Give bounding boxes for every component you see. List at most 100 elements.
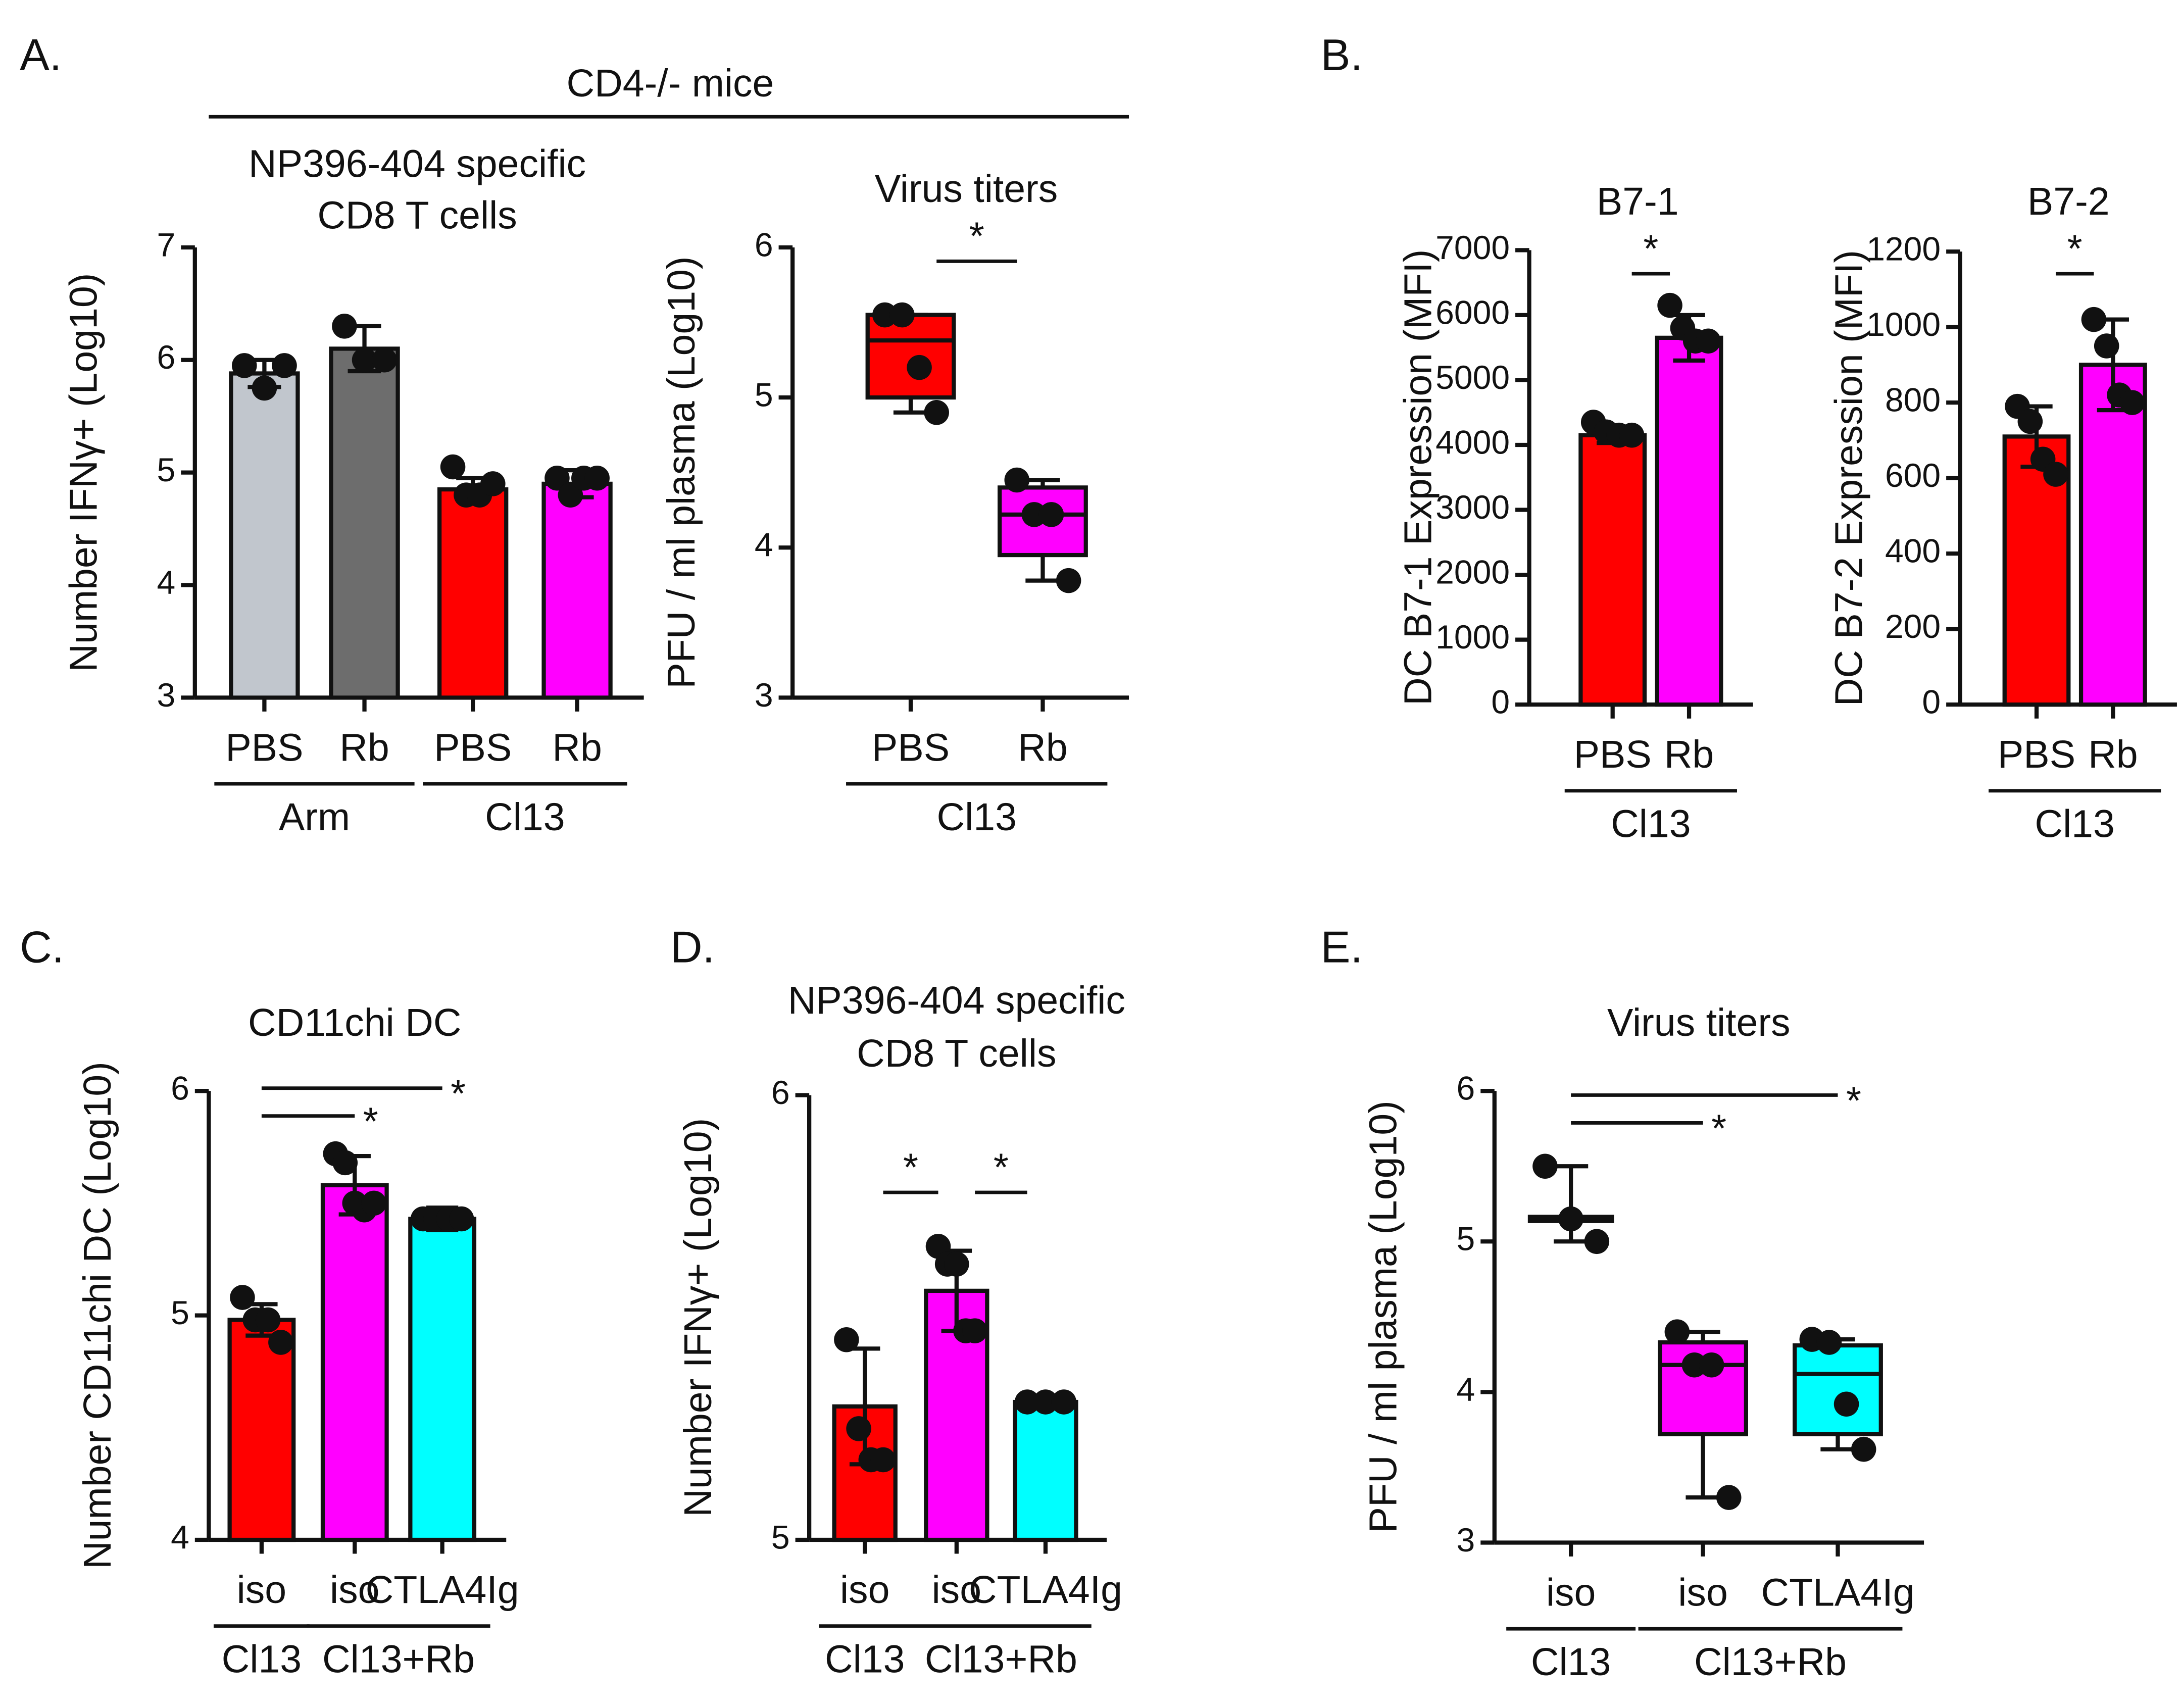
y-tick-label: 3 (157, 676, 176, 714)
bar (437, 487, 509, 700)
significance-label: * (1846, 1079, 1861, 1122)
group-label: Cl13 (222, 1638, 302, 1681)
bar (1578, 433, 1647, 707)
group-label: Cl13+Rb (322, 1638, 475, 1681)
chart-title: CD11chi DC (248, 1001, 461, 1044)
data-point (1056, 568, 1081, 593)
y-axis-label: Number IFNγ+ (Log10) (676, 1118, 720, 1517)
chart-title: CD8 T cells (317, 193, 517, 237)
x-tick-label: Rb (552, 726, 602, 769)
data-point (361, 1190, 387, 1216)
data-point (1558, 1206, 1583, 1232)
bar (2078, 363, 2147, 707)
data-point (584, 466, 610, 491)
x-tick-label: PBS (1998, 733, 2075, 776)
data-point (2043, 462, 2068, 487)
significance-label: * (2067, 227, 2083, 270)
x-tick-label: CTLA4Ig (1761, 1571, 1914, 1614)
y-tick-label: 5 (157, 451, 176, 488)
chart-title: NP396-404 specific (788, 979, 1125, 1022)
data-point (1004, 467, 1030, 493)
x-tick-label: PBS (872, 726, 950, 769)
data-point (440, 454, 466, 480)
y-tick-label: 4000 (1435, 423, 1510, 461)
y-axis-label: PFU / ml plasma (Log10) (660, 256, 703, 688)
bar (541, 481, 613, 700)
group-label: Cl13 (1531, 1640, 1611, 1684)
x-tick-label: Rb (339, 726, 389, 769)
x-tick-label: Rb (2088, 733, 2138, 776)
data-point (846, 1416, 871, 1441)
data-point (252, 375, 277, 401)
data-point (962, 1318, 987, 1343)
y-tick-label: 1200 (1866, 230, 1941, 268)
data-point (372, 347, 397, 373)
y-tick-label: 5 (171, 1294, 189, 1331)
x-tick-label: iso (932, 1568, 982, 1612)
data-point (255, 1307, 281, 1333)
x-tick-label: PBS (225, 726, 303, 769)
y-tick-label: 600 (1885, 457, 1941, 494)
bar (329, 346, 400, 700)
data-point (1699, 1352, 1724, 1378)
data-point (1681, 1352, 1707, 1378)
x-tick-label: Rb (1018, 726, 1068, 769)
data-point (1657, 292, 1682, 318)
panel-label: B. (1321, 30, 1363, 80)
y-tick-label: 3000 (1435, 488, 1510, 526)
data-point (2017, 409, 2043, 434)
y-axis-label: Number IFNγ+ (Log10) (62, 273, 106, 672)
data-point (558, 482, 583, 508)
data-point (870, 1447, 896, 1473)
y-tick-label: 200 (1885, 608, 1941, 645)
data-point (944, 1251, 969, 1277)
data-point (1051, 1389, 1077, 1415)
y-tick-label: 4 (755, 526, 773, 564)
data-point (1834, 1391, 1859, 1417)
y-axis-label: DC B7-2 Expression (MFI) (1827, 250, 1870, 706)
y-tick-label: 6 (157, 338, 176, 376)
x-tick-label: CTLA4Ig (366, 1568, 519, 1612)
x-tick-label: iso (1678, 1571, 1727, 1614)
data-point (544, 466, 570, 491)
group-label: Cl13 (1611, 802, 1691, 846)
bar (1013, 1399, 1078, 1542)
data-point (230, 1285, 255, 1310)
data-point (232, 353, 257, 378)
y-tick-label: 6000 (1435, 293, 1510, 331)
group-label: Cl13 (825, 1638, 905, 1681)
y-tick-label: 1000 (1435, 618, 1510, 656)
data-point (907, 355, 932, 380)
data-point (1851, 1436, 1876, 1462)
y-axis-label: PFU / ml plasma (Log10) (1361, 1100, 1405, 1533)
significance-label: * (903, 1145, 918, 1189)
data-point (924, 399, 949, 425)
data-point (2119, 390, 2145, 415)
group-label: Cl13 (936, 795, 1016, 839)
x-tick-label: iso (1546, 1571, 1596, 1614)
panel-label: E. (1321, 922, 1363, 972)
data-point (1664, 1319, 1690, 1344)
data-point (1816, 1330, 1842, 1355)
bar (229, 371, 300, 700)
data-point (449, 1206, 474, 1232)
y-axis-label: Number CD11chi DC (Log10) (76, 1062, 119, 1569)
y-tick-label: 6 (755, 226, 773, 263)
data-point (352, 347, 377, 373)
chart-title: B7-2 (2027, 180, 2110, 223)
chart-title: B7-1 (1597, 180, 1679, 223)
x-tick-label: PBS (434, 726, 512, 769)
bar (227, 1318, 296, 1542)
data-point (1532, 1153, 1558, 1179)
y-tick-label: 3 (755, 676, 773, 714)
y-tick-label: 7000 (1435, 229, 1510, 266)
significance-label: * (363, 1100, 378, 1143)
group-label: Cl13 (2035, 802, 2114, 846)
chart-title: NP396-404 specific (249, 142, 586, 186)
bar (1655, 335, 1723, 707)
y-tick-label: 4 (171, 1518, 189, 1555)
y-tick-label: 6 (771, 1074, 790, 1111)
data-point (1021, 502, 1047, 527)
y-tick-label: 7 (157, 226, 176, 263)
